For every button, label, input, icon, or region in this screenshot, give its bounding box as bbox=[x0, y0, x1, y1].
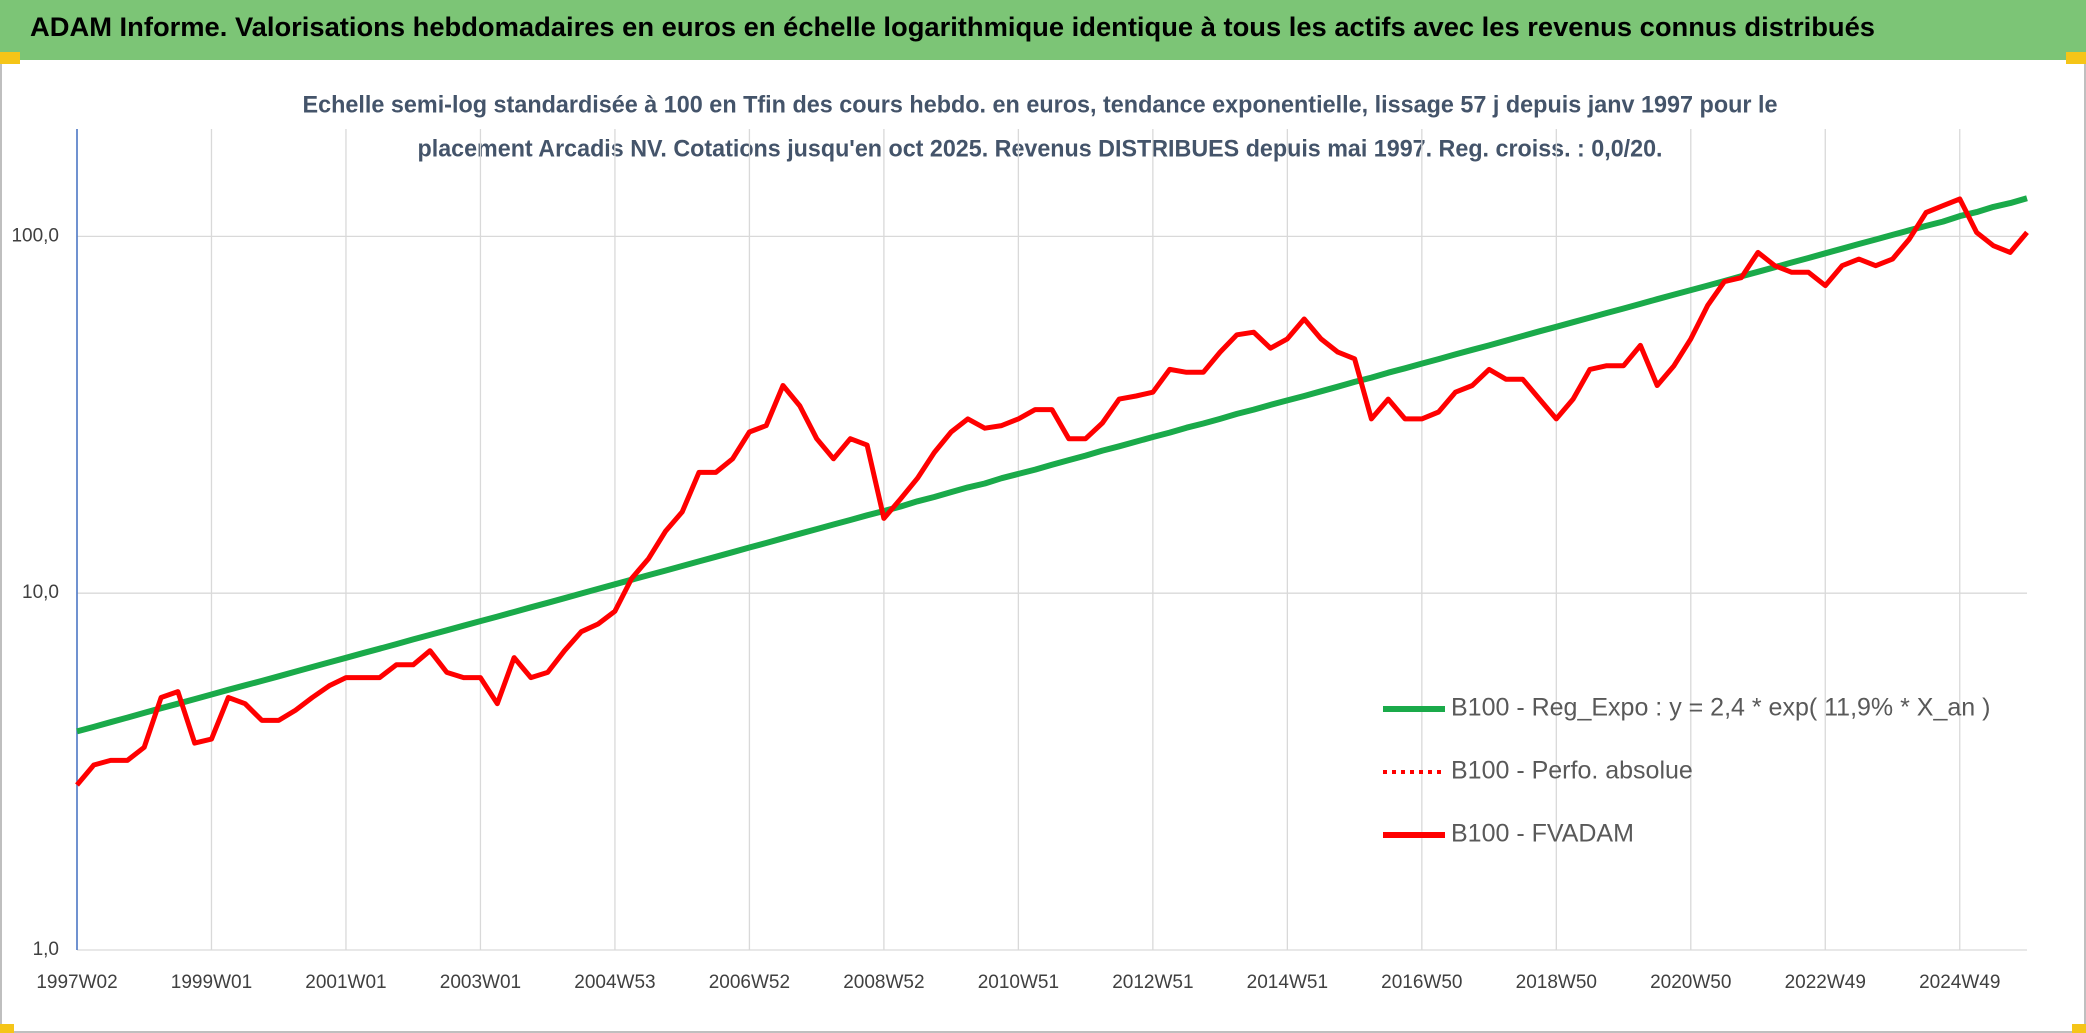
x-tick-label: 2003W01 bbox=[440, 972, 521, 993]
x-tick-label: 2006W52 bbox=[709, 972, 790, 993]
corner bbox=[2066, 52, 2086, 64]
x-tick-label: 2024W49 bbox=[1919, 972, 2000, 993]
chart-subtitle: placement Arcadis NV. Cotations jusqu'en… bbox=[418, 135, 1663, 162]
legend-label: B100 - Reg_Expo : y = 2,4 * exp( 11,9% *… bbox=[1451, 694, 1990, 722]
y-tick-label: 10,0 bbox=[22, 582, 59, 603]
x-tick-label: 1999W01 bbox=[171, 972, 252, 993]
x-tick-label: 2016W50 bbox=[1381, 972, 1462, 993]
x-tick-label: 2022W49 bbox=[1785, 972, 1866, 993]
corner bbox=[2072, 1024, 2086, 1033]
x-tick-label: 2012W51 bbox=[1112, 972, 1193, 993]
page-title: ADAM Informe. Valorisations hebdomadaire… bbox=[30, 12, 1875, 42]
y-tick-label: 100,0 bbox=[11, 225, 59, 246]
x-tick-label: 2001W01 bbox=[305, 972, 386, 993]
title-banner bbox=[0, 0, 2086, 60]
x-tick-label: 1997W02 bbox=[36, 972, 117, 993]
legend-label: B100 - FVADAM bbox=[1451, 820, 1634, 848]
y-tick-label: 1,0 bbox=[33, 939, 59, 960]
x-tick-label: 2014W51 bbox=[1247, 972, 1328, 993]
corner bbox=[0, 52, 20, 64]
legend-label: B100 - Perfo. absolue bbox=[1451, 757, 1693, 785]
series-line bbox=[76, 195, 2028, 735]
chart-subtitle: Echelle semi-log standardisée à 100 en T… bbox=[303, 91, 1778, 118]
series-line bbox=[75, 196, 2029, 787]
x-tick-label: 2004W53 bbox=[574, 972, 655, 993]
x-tick-label: 2008W52 bbox=[843, 972, 924, 993]
corner bbox=[0, 1024, 14, 1033]
x-tick-label: 2010W51 bbox=[978, 972, 1059, 993]
x-tick-label: 2020W50 bbox=[1650, 972, 1731, 993]
x-tick-label: 2018W50 bbox=[1516, 972, 1597, 993]
